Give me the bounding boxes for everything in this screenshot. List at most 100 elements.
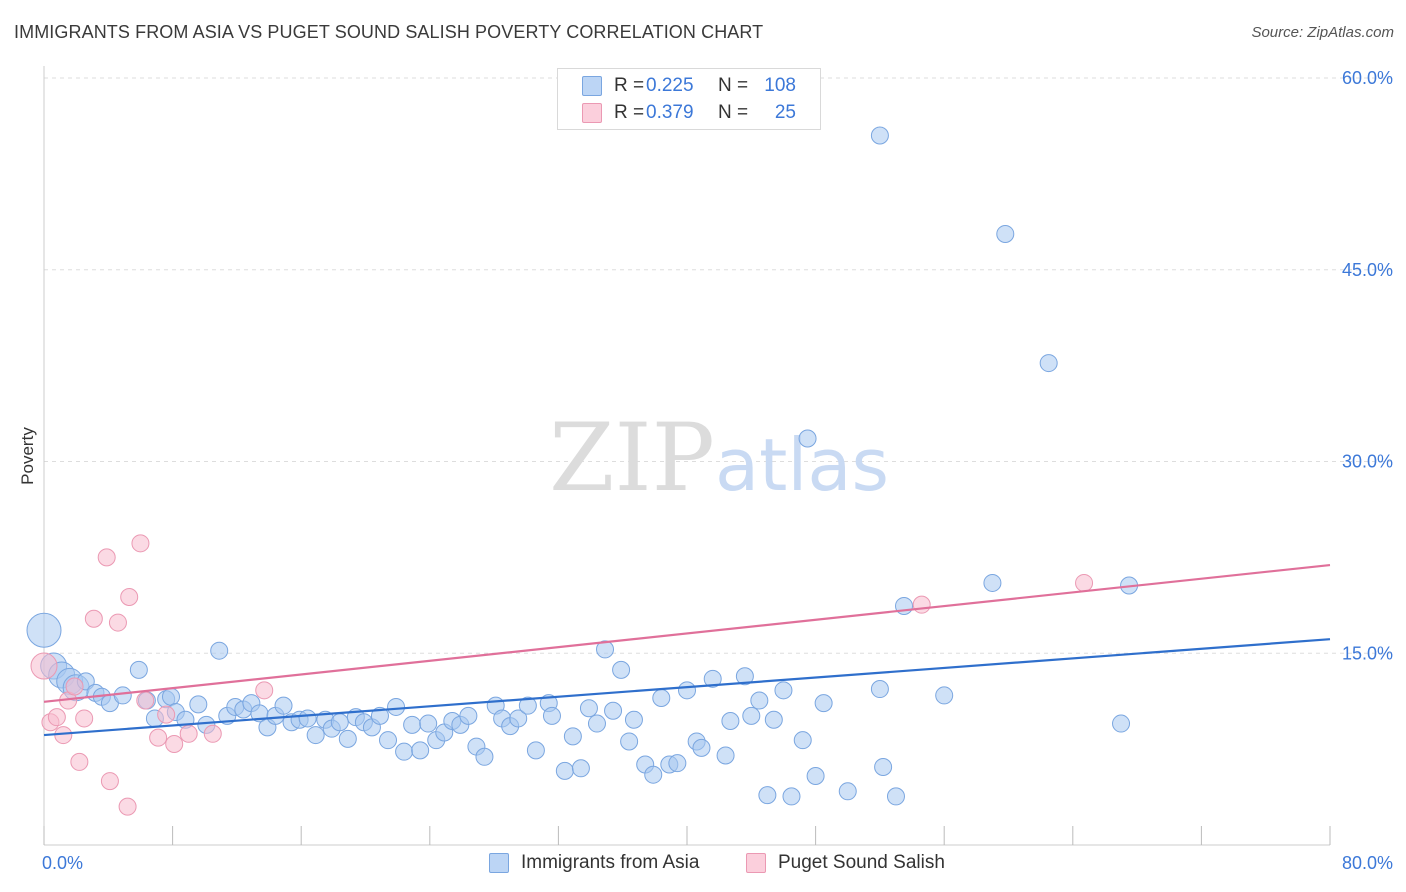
data-point	[612, 660, 631, 679]
source-label: Source: ZipAtlas.com	[1251, 24, 1394, 41]
data-point	[678, 681, 696, 700]
data-point	[874, 758, 893, 777]
y-tick-label: 60.0%	[1342, 68, 1393, 88]
trend-lines	[43, 563, 1331, 737]
data-point	[411, 741, 430, 760]
legend-swatch-pink	[582, 103, 602, 123]
data-point	[571, 759, 590, 778]
data-point	[870, 126, 889, 145]
legend-row-salish: R = 0.379 N = 25	[582, 101, 796, 125]
data-point	[100, 772, 119, 791]
data-point	[692, 738, 711, 757]
legend-n-value: 108	[764, 75, 796, 96]
data-point	[129, 660, 148, 679]
trend-line-asia	[43, 638, 1331, 737]
data-point	[587, 714, 606, 733]
data-point	[26, 612, 62, 648]
data-point	[136, 691, 155, 710]
data-point	[774, 681, 793, 700]
x-tick-label: 0.0%	[42, 853, 83, 873]
data-point	[644, 765, 663, 784]
data-point	[758, 786, 777, 805]
data-point	[179, 724, 198, 743]
data-point	[518, 696, 537, 715]
series-legend-swatch-blue	[489, 853, 509, 873]
data-point	[838, 782, 857, 801]
data-point	[782, 787, 801, 806]
data-point	[555, 761, 574, 780]
series-puget-sound-salish	[30, 534, 1094, 816]
series-legend: Immigrants from Asia Puget Sound Salish	[0, 852, 1406, 876]
data-point	[161, 687, 180, 706]
data-point	[298, 709, 317, 728]
data-point	[620, 732, 639, 751]
data-point	[668, 754, 687, 773]
series-legend-swatch-pink	[746, 853, 766, 873]
data-point	[526, 741, 545, 760]
chart-title: IMMIGRANTS FROM ASIA VS PUGET SOUND SALI…	[14, 22, 764, 42]
data-point	[65, 677, 84, 696]
y-tick-label: 30.0%	[1342, 452, 1393, 472]
data-point	[716, 746, 735, 765]
data-point	[1112, 714, 1131, 733]
data-point	[721, 712, 740, 731]
trend-line-salish	[43, 563, 1331, 703]
correlation-legend: R = 0.225 N = 108 R = 0.379 N = 25	[557, 68, 821, 130]
data-point	[579, 699, 598, 718]
legend-row-asia: R = 0.225 N = 108	[582, 74, 796, 98]
data-point	[149, 728, 168, 747]
data-point	[120, 588, 139, 607]
data-point	[912, 595, 931, 614]
legend-r-label: R =	[614, 102, 645, 123]
data-point	[274, 696, 293, 715]
legend-n-value: 25	[774, 102, 796, 123]
legend-n-label: N =	[718, 75, 749, 96]
data-point	[703, 669, 722, 688]
y-axis-label: Poverty	[18, 427, 37, 485]
data-point	[814, 694, 833, 713]
data-point	[459, 706, 478, 725]
data-point	[886, 787, 905, 806]
data-point	[563, 727, 582, 746]
data-point	[113, 686, 132, 705]
series-legend-asia: Immigrants from Asia	[489, 852, 699, 874]
legend-r-label: R =	[614, 75, 645, 96]
data-point	[338, 729, 357, 748]
data-point	[935, 686, 954, 705]
data-point	[97, 548, 116, 567]
data-point	[750, 691, 769, 710]
data-point	[798, 429, 817, 448]
data-point	[403, 715, 422, 734]
data-point	[806, 766, 825, 785]
series-legend-salish: Puget Sound Salish	[746, 852, 945, 874]
grid-lines	[44, 77, 1394, 654]
data-point	[542, 706, 561, 725]
data-point	[509, 709, 528, 728]
axes	[43, 66, 1331, 846]
data-point	[596, 640, 615, 659]
legend-r-value: 0.225	[646, 75, 694, 96]
data-point	[255, 681, 274, 700]
data-point	[330, 713, 349, 732]
data-point	[75, 709, 94, 728]
data-point	[793, 731, 812, 750]
data-point	[742, 706, 761, 725]
legend-r-value: 0.379	[646, 102, 694, 123]
data-point	[870, 680, 889, 699]
legend-n-label: N =	[718, 102, 749, 123]
data-point	[84, 609, 103, 628]
data-point	[131, 534, 150, 553]
data-point	[419, 714, 438, 733]
data-point	[118, 797, 137, 816]
y-tick-label: 45.0%	[1342, 260, 1393, 280]
data-point	[47, 708, 66, 727]
axis-labels: 15.0% 30.0% 45.0% 60.0% 0.0% 80.0% Poverty	[18, 68, 1393, 873]
data-point	[475, 747, 494, 766]
data-point	[387, 697, 406, 716]
data-point	[652, 688, 671, 707]
data-point	[210, 641, 229, 660]
data-point	[306, 726, 325, 745]
watermark: ZIP atlas	[549, 404, 889, 513]
data-point	[996, 224, 1015, 243]
